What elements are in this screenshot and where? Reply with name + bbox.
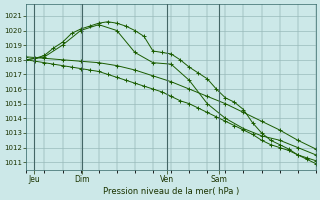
X-axis label: Pression niveau de la mer( hPa ): Pression niveau de la mer( hPa ) xyxy=(103,187,239,196)
